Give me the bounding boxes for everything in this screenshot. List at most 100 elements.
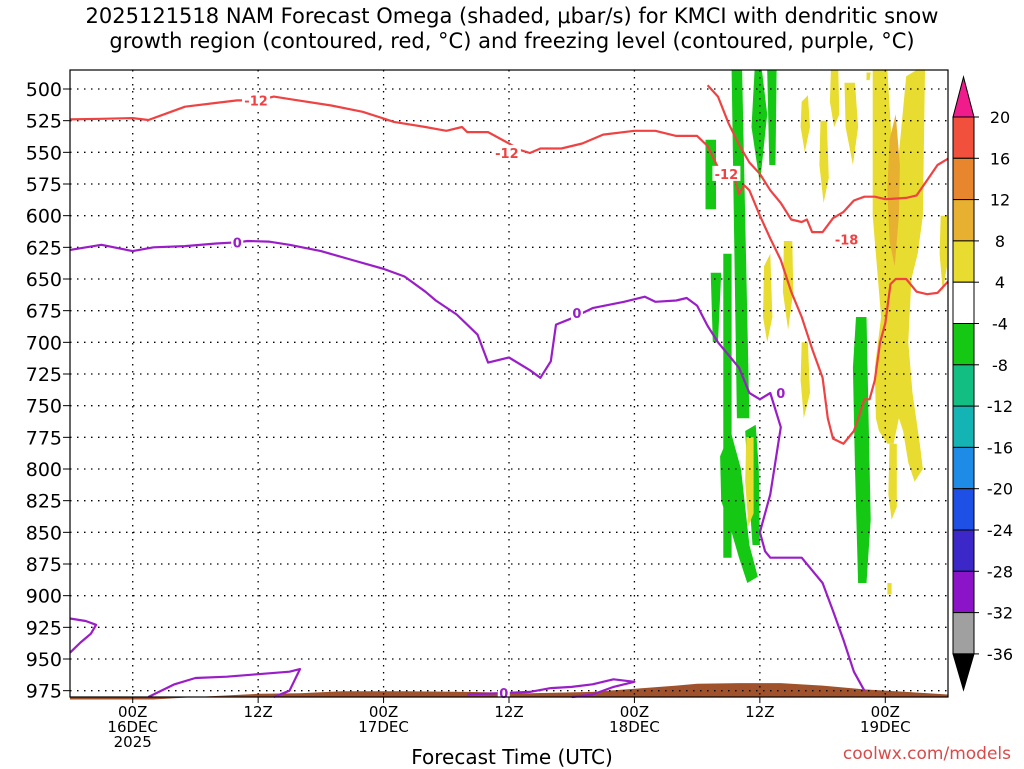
- dendritic-contour-label-bg: [832, 231, 861, 247]
- colorbar-swatch: [952, 653, 975, 692]
- freezing-level-contour-label-bg: [570, 305, 583, 321]
- y-tick-label: 925: [26, 617, 62, 639]
- y-tick-label: 875: [26, 554, 62, 576]
- freezing-level-contour-label: 0: [499, 687, 508, 702]
- freezing-level-contour-line: [467, 678, 636, 699]
- omega-region: [829, 70, 840, 127]
- x-tick-label: 12Z: [494, 703, 523, 721]
- credit-text: coolwx.com/models: [842, 744, 1011, 764]
- axes: 500 525 550 575 600 625 650 675 700 725 750 775 800 8…: [26, 69, 949, 751]
- omega-region: [767, 70, 777, 165]
- colorbar-label: -28: [987, 562, 1013, 581]
- colorbar-label: 8: [995, 232, 1005, 251]
- freezing-level-contour-label: 0: [572, 307, 581, 322]
- y-tick-label: 525: [26, 111, 62, 133]
- omega-region: [763, 253, 773, 343]
- colorbar-label: -32: [987, 604, 1013, 623]
- y-tick-label: 775: [26, 427, 62, 449]
- y-tick-label: 750: [26, 396, 62, 418]
- y-tick-label: 650: [26, 269, 62, 291]
- y-tick-label: 950: [26, 649, 62, 671]
- chart-title: 2025121518 NAM Forecast Omega (shaded, μ…: [0, 4, 1024, 54]
- omega-region: [852, 317, 871, 583]
- y-tick-label: 725: [26, 364, 62, 386]
- omega-region: [844, 82, 859, 165]
- colorbar-swatch: [952, 199, 975, 242]
- x-tick-label: 2025: [114, 733, 152, 751]
- omega-region: [720, 431, 758, 583]
- x-tick-label: 00Z: [369, 703, 398, 721]
- colorbar-swatch: [952, 75, 975, 118]
- omega-region: [887, 583, 892, 595]
- dendritic-contour-label: -12: [715, 168, 739, 183]
- colorbar-swatch: [952, 405, 975, 448]
- dendritic-contour-line: [69, 95, 949, 445]
- colorbar-swatch: [952, 446, 975, 490]
- contours: -12 -12 -12 -18 0 0 0 0: [69, 84, 949, 702]
- y-tick-label: 600: [26, 206, 62, 228]
- x-tick-label: 00Z: [871, 703, 900, 721]
- x-tick-label: 18DEC: [609, 718, 660, 736]
- y-tick-label: 675: [26, 301, 62, 323]
- x-axis-title: Forecast Time (UTC): [411, 745, 613, 769]
- colorbar-label: 4: [995, 273, 1005, 292]
- omega-region: [710, 272, 722, 343]
- colorbar-label: -20: [987, 480, 1013, 499]
- colorbar-label: -4: [992, 315, 1008, 334]
- colorbar-label: -16: [987, 438, 1013, 457]
- omega-region: [939, 215, 947, 292]
- colorbar-swatch: [952, 529, 975, 572]
- y-tick-label: 625: [26, 237, 62, 259]
- omega-region: [800, 95, 810, 153]
- dendritic-contour-label: -18: [835, 234, 859, 249]
- chart-title-line1: 2025121518 NAM Forecast Omega (shaded, μ…: [85, 4, 939, 28]
- x-tick-label: 19DEC: [860, 718, 911, 736]
- omega-region: [745, 437, 754, 526]
- colorbar-swatch: [952, 116, 975, 159]
- freezing-level-contour-line: [147, 667, 302, 699]
- omega-region: [819, 120, 829, 203]
- colorbar-swatch: [952, 240, 975, 283]
- x-tick-label: 12Z: [745, 703, 774, 721]
- y-tick-label: 575: [26, 174, 62, 196]
- colorbar-swatch: [952, 157, 975, 201]
- y-tick-label: 800: [26, 459, 62, 481]
- freezing-level-contour-line: [69, 617, 98, 654]
- chart-title-line2: growth region (contoured, red, °C) and f…: [109, 29, 915, 53]
- y-tick-label: 975: [26, 681, 62, 703]
- terrain-layer: [70, 683, 948, 700]
- x-tick-label: 00Z: [118, 703, 147, 721]
- y-tick-label: 850: [26, 522, 62, 544]
- x-tick-label: 17DEC: [358, 718, 409, 736]
- colorbar-label: -36: [987, 645, 1013, 664]
- y-tick-label: 825: [26, 491, 62, 513]
- colorbar-label: -24: [987, 521, 1013, 540]
- colorbar-label: 16: [990, 149, 1010, 168]
- freezing-level-contour-line: [69, 239, 866, 692]
- terrain-area: [70, 683, 948, 700]
- dendritic-contour-label: -12: [244, 94, 268, 109]
- colorbar-label: 20: [990, 108, 1010, 127]
- dendritic-contour-label: -12: [495, 147, 519, 162]
- dendritic-contour-label-bg: [242, 92, 271, 108]
- omega-region: [888, 443, 897, 520]
- colorbar-swatch: [952, 323, 975, 366]
- dendritic-contour-line: [706, 84, 949, 234]
- x-tick-label: 16DEC: [107, 718, 158, 736]
- y-tick-label: 550: [26, 142, 62, 164]
- omega-region: [866, 72, 871, 81]
- colorbar-swatch: [952, 570, 975, 614]
- x-tick-label: 12Z: [243, 703, 272, 721]
- colorbar-swatch: [952, 364, 975, 407]
- y-tick-label: 900: [26, 586, 62, 608]
- colorbar: 20 16 12 8 4 -4 -8 -12 -16 -20 -24 -28 -32 -36: [952, 75, 1013, 692]
- omega-region: [731, 70, 750, 419]
- omega-region: [800, 342, 810, 419]
- colorbar-swatch: [952, 281, 975, 325]
- gridlines: [70, 70, 948, 697]
- dendritic-contour-label-bg: [712, 165, 741, 181]
- colorbar-label: -12: [987, 397, 1013, 416]
- colorbar-swatch: [952, 488, 975, 531]
- y-tick-label: 500: [26, 79, 62, 101]
